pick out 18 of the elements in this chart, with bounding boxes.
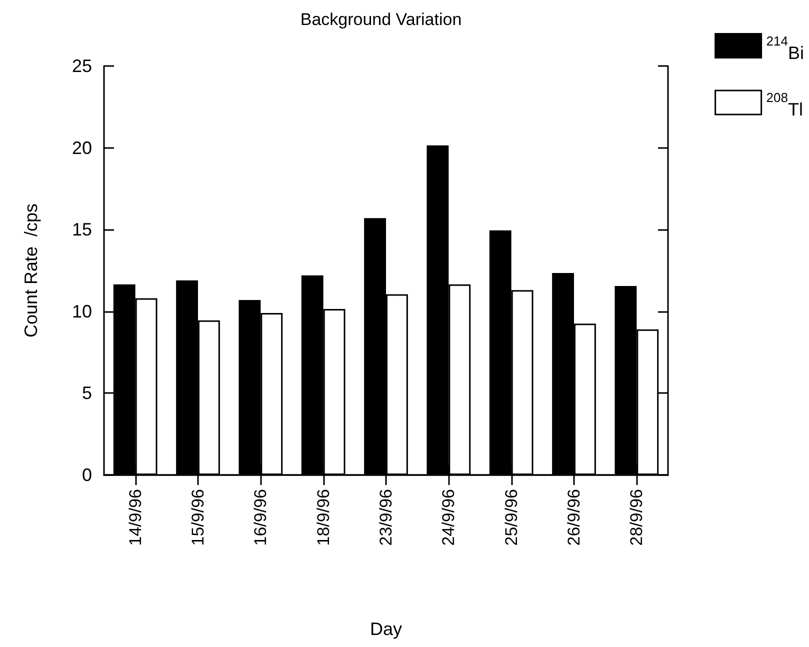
- x-tick-label: 24/9/96: [439, 489, 458, 546]
- y-tick-label: 10: [72, 301, 92, 322]
- y-tick-label: 15: [72, 220, 92, 240]
- chart-title: Background Variation: [300, 10, 462, 29]
- x-tick-label: 14/9/96: [126, 489, 145, 546]
- x-tick-label: 23/9/96: [376, 489, 396, 546]
- y-tick-label: 5: [82, 383, 92, 404]
- x-tick-label: 25/9/96: [502, 489, 521, 546]
- x-tick-label: 18/9/96: [314, 489, 333, 546]
- y-tick-label: 25: [72, 56, 92, 76]
- x-tick-label: 16/9/96: [251, 489, 270, 546]
- y-axis-title: Count Rate /cps: [21, 203, 41, 338]
- x-tick-label: 15/9/96: [188, 489, 208, 546]
- x-tick-label: 26/9/96: [564, 489, 584, 546]
- x-tick-label: 28/9/96: [627, 489, 646, 546]
- x-axis-title: Day: [370, 619, 402, 639]
- y-tick-label: 0: [82, 465, 92, 485]
- y-tick-label: 20: [72, 138, 92, 158]
